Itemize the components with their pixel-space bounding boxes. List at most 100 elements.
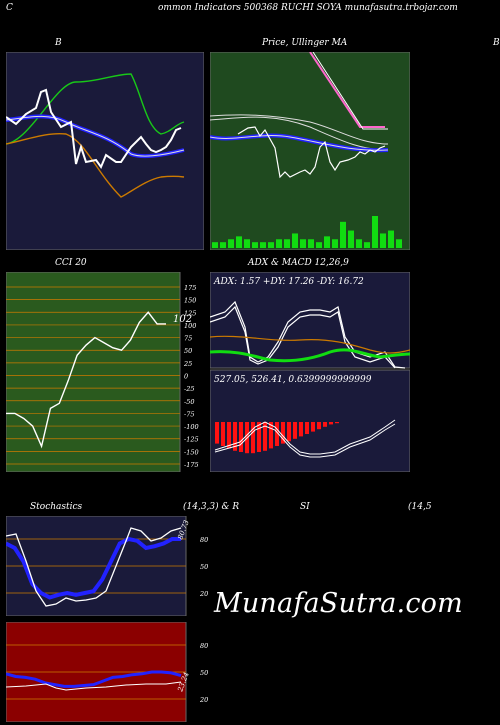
price-ma-long: [210, 116, 389, 151]
stoch-params-label: (14,3,3) & R: [183, 502, 240, 512]
upper-line-pink: [309, 52, 385, 128]
price-panel-label: Price, Ullinger MA: [262, 38, 348, 48]
cci-tick-label: 50: [184, 347, 192, 355]
price-ma-mid: [210, 114, 389, 145]
bb-lower-band: [6, 132, 185, 198]
macd-hist-bar: [311, 422, 315, 432]
macd-hist-bar: [317, 422, 321, 430]
volume-bar: [316, 242, 322, 248]
adx-macd-panel-label: ADX & MACD 12,26,9: [248, 258, 349, 268]
macd-values-text: 527.05, 526.41, 0.6399999999999: [214, 375, 372, 385]
volume-bar: [332, 239, 338, 248]
adx-values-text: ADX: 1.57 +DY: 17.26 -DY: 16.72: [213, 277, 364, 287]
macd-hist-bar: [263, 422, 267, 451]
cci-line: [6, 311, 166, 449]
volume-bar: [268, 242, 274, 248]
cci-tick-label: -125: [184, 436, 199, 444]
macd-hist-bar: [323, 422, 327, 427]
cci-panel-label: CCI 20: [55, 258, 87, 268]
macd-hist-bar: [221, 422, 225, 446]
macd-panel-bg: [210, 369, 410, 472]
macd-hist-bar: [287, 422, 291, 442]
macd-hist-bar: [233, 422, 237, 451]
volume-bar: [396, 239, 402, 248]
price-panel-label-right: B: [493, 38, 500, 48]
price-panel: [210, 52, 410, 250]
cci-grid: [6, 286, 180, 465]
macd-hist-bar: [293, 422, 297, 439]
adx-macd-panel: ADX: 1.57 +DY: 17.26 -DY: 16.72 527.05, …: [210, 272, 410, 472]
stoch-panel-label: Stochastics: [30, 502, 83, 512]
adx-line-2: [210, 305, 396, 369]
header-left-letter: C: [6, 3, 13, 13]
osc-tick-label: 20: [199, 696, 208, 704]
plus-di-line: [210, 348, 410, 363]
macd-line: [214, 419, 396, 455]
cci-tick-label: -25: [184, 385, 194, 393]
bb-upper-band: [6, 73, 185, 145]
volume-bar: [284, 239, 290, 248]
volume-bar: [260, 242, 266, 248]
volume-bar: [340, 221, 346, 248]
volume-bar: [276, 239, 282, 248]
cci-panel: 175 150 125 100 75 50 25 0 -25 -50 -75 -100 -125 -150…: [6, 272, 199, 472]
cci-tick-label: 25: [183, 360, 192, 368]
volume-bar: [300, 239, 306, 248]
macd-hist-bar: [275, 422, 279, 446]
macd-histogram: [215, 422, 339, 454]
volume-bar: [252, 242, 258, 248]
cci-tick-label: 150: [184, 297, 196, 305]
volume-bar: [212, 242, 218, 248]
cci-value-label: 102: [173, 314, 192, 325]
cci-tick-label: 100: [184, 322, 196, 330]
macd-signal-line: [214, 423, 396, 458]
volume-bar: [364, 242, 370, 248]
volume-bar: [308, 239, 314, 248]
osc-tick-label: 50: [200, 669, 208, 677]
price-ma-blue-outline: [210, 135, 389, 151]
volume-bar: [372, 216, 378, 248]
volume-bar: [324, 236, 330, 248]
volume-bar: [356, 239, 362, 248]
volume-bar: [348, 230, 354, 248]
volume-bar: [380, 233, 386, 248]
rsi-signal-line: [6, 681, 182, 691]
adx-line-1: [210, 300, 406, 369]
stoch-d-line: [6, 527, 182, 607]
rsi-grid: 80 50 20: [6, 642, 208, 704]
cci-tick-label: -50: [184, 398, 194, 406]
macd-hist-bar: [227, 422, 231, 449]
volume-bar: [236, 236, 242, 248]
cci-panel-bg: [6, 272, 181, 472]
watermark: MunafaSutra.com: [214, 588, 463, 619]
osc-tick-label: 80: [200, 536, 208, 544]
rsi-params-label: (14,5: [408, 502, 432, 512]
macd-hist-bar: [335, 422, 339, 424]
bb-panel: [6, 52, 204, 250]
bb-panel-bg: [6, 52, 204, 250]
macd-hist-bar: [329, 422, 333, 425]
page-title: ommon Indicators 500368 RUCHI SOYA munaf…: [158, 3, 458, 13]
price-close-line: [237, 126, 386, 179]
cci-tick-label: 0: [184, 373, 188, 381]
bb-middle-band-outline: [6, 115, 185, 157]
cci-tick-label: -75: [184, 410, 194, 418]
volume-bar: [220, 242, 226, 248]
rsi-panel-label: SI: [300, 502, 310, 512]
macd-hist-bar: [305, 422, 309, 434]
cci-tick-labels: 175 150 125 100 75 50 25 0 -25 -50 -75 -100 -125 -150…: [183, 284, 199, 469]
volume-bars: [212, 216, 402, 248]
rsi-line: [6, 670, 182, 688]
osc-tick-label: 20: [199, 590, 208, 598]
cci-tick-label: -100: [184, 423, 199, 431]
macd-hist-bar: [281, 422, 285, 444]
macd-hist-bar: [269, 422, 273, 449]
volume-bar: [388, 230, 394, 248]
volume-bar: [228, 239, 234, 248]
cci-tick-label: -150: [184, 448, 199, 456]
minus-di-line: [210, 335, 410, 354]
osc-tick-label: 80: [200, 642, 208, 650]
macd-hist-bar: [239, 422, 243, 452]
